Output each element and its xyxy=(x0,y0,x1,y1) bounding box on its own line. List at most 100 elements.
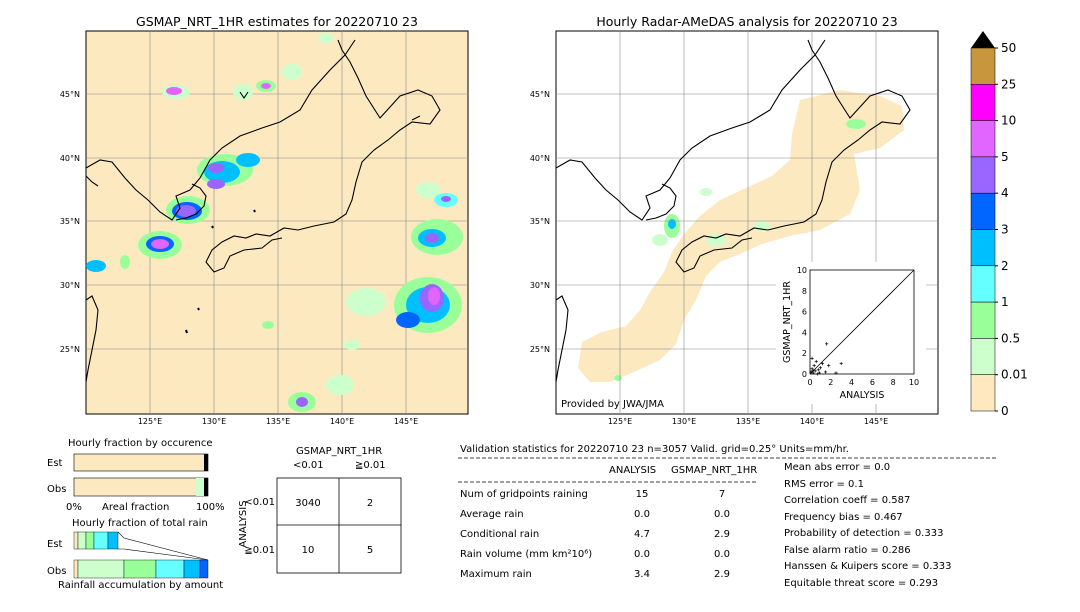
occurence-title: Hourly fraction by occurence xyxy=(68,438,213,449)
right-lon-label: 130°E xyxy=(672,417,696,426)
occurence-xlabel-0: 0% xyxy=(66,502,82,513)
scatter-point xyxy=(814,359,818,364)
scatter-ytick: 10 xyxy=(797,266,807,275)
scatter-ytick: 0 xyxy=(802,370,807,379)
right-lat-label: 30°N xyxy=(530,281,550,290)
scatter-ytick: 8 xyxy=(802,287,807,296)
validation-row-gsmap: 2.9 xyxy=(714,529,730,540)
contingency-table: 3040 2 10 5 <0.01 ≧0.01 ANALYSIS xyxy=(238,477,402,574)
colorbar-swatch xyxy=(970,47,996,85)
scatter-point xyxy=(809,370,813,374)
validation-col-gsmap: GSMAP_NRT_1HR xyxy=(671,465,758,476)
colorbar-label: 10 xyxy=(1001,114,1016,128)
right-lat-label: 35°N xyxy=(530,217,550,226)
left-map-rain xyxy=(86,33,463,412)
validation-header: Validation statistics for 20220710 23 n=… xyxy=(460,444,849,455)
contingency-col-header: <0.01 xyxy=(293,460,324,471)
totalrain-title: Hourly fraction of total rain xyxy=(72,518,208,529)
totalrain-chart: Est Obs xyxy=(47,531,209,579)
colorbar-label: 1 xyxy=(1001,295,1009,309)
colorbar-label: 25 xyxy=(1001,77,1016,91)
scatter-xtick: 2 xyxy=(828,378,833,387)
validation-row-gsmap: 2.9 xyxy=(714,569,730,580)
left-lon-label: 135°E xyxy=(266,417,290,426)
left-lon-label: 125°E xyxy=(138,417,162,426)
scatter-point xyxy=(827,364,831,368)
validation-score: False alarm ratio = 0.286 xyxy=(784,544,911,556)
contingency-row-header: <0.01 xyxy=(244,497,275,508)
occurence-obs-bar-raining xyxy=(204,478,208,496)
contingency-col-header: ≧0.01 xyxy=(355,460,386,471)
colorbar-swatch xyxy=(970,84,996,121)
colorbar-label: 0.01 xyxy=(1001,368,1028,382)
right-lon-label: 135°E xyxy=(736,417,760,426)
scatter-point xyxy=(810,356,814,360)
scatter-xtick: 10 xyxy=(909,378,919,387)
scatter-ytick: 6 xyxy=(802,308,807,317)
scatter-point xyxy=(815,372,819,376)
validation-score: Equitable threat score = 0.293 xyxy=(784,577,939,589)
colorbar-extend-arrow xyxy=(971,31,995,48)
radar-credit: Provided by JWA/JMA xyxy=(561,399,664,410)
validation-score: RMS error = 0.1 xyxy=(784,478,864,490)
validation-row-analysis: 0.0 xyxy=(634,549,650,560)
occurence-obs-bar-light xyxy=(196,478,204,496)
left-map-coastline xyxy=(85,39,441,383)
validation-row-gsmap: 0.0 xyxy=(714,549,730,560)
validation-row-label: Maximum rain xyxy=(460,569,532,580)
scatter-point xyxy=(839,362,843,366)
colorbar-label: 5 xyxy=(1001,150,1009,164)
scatter-point xyxy=(816,368,820,372)
validation-row-analysis: 3.4 xyxy=(634,569,650,580)
scatter-xtick: 8 xyxy=(891,378,896,387)
scatter-xlabel: ANALYSIS xyxy=(840,390,885,401)
scatter-point xyxy=(817,371,821,375)
left-map-title: GSMAP_NRT_1HR estimates for 20220710 23 xyxy=(136,14,418,29)
left-map: 45°N 40°N 35°N 30°N 25°N 125°E 130°E 135… xyxy=(60,30,469,426)
colorbar-swatch xyxy=(970,374,996,412)
colorbar-swatch xyxy=(970,192,996,230)
occurence-chart: Est Obs 0% Areal fraction 100% xyxy=(47,453,225,513)
right-lon-label: 125°E xyxy=(608,417,632,426)
contingency-row-header: ≧0.01 xyxy=(244,545,275,556)
validation-rules xyxy=(458,457,996,483)
contingency-row-axis: ANALYSIS xyxy=(238,500,249,547)
right-lon-label: 140°E xyxy=(800,417,824,426)
occurence-label-obs: Obs xyxy=(47,484,66,495)
validation-row-label: Average rain xyxy=(460,509,524,520)
scatter-point xyxy=(811,369,815,373)
right-lon-label: 145°E xyxy=(864,417,888,426)
colorbar-label: 0 xyxy=(1001,404,1009,418)
validation-score: Hanssen & Kuipers score = 0.333 xyxy=(784,561,952,572)
left-lat-label: 30°N xyxy=(60,281,80,290)
right-lat-label: 45°N xyxy=(530,90,550,99)
totalrain-label-est: Est xyxy=(47,539,63,550)
validation-row-label: Num of gridpoints raining xyxy=(460,489,588,500)
totalrain-label-obs: Obs xyxy=(47,566,66,577)
occurence-est-bar xyxy=(73,453,209,472)
left-lat-label: 45°N xyxy=(60,90,80,99)
contingency-cell: 10 xyxy=(302,545,315,556)
scatter-xtick: 0 xyxy=(807,378,812,387)
validation-row-gsmap: 0.0 xyxy=(714,509,730,520)
left-lon-label: 145°E xyxy=(394,417,418,426)
contingency-title: GSMAP_NRT_1HR xyxy=(296,446,383,457)
colorbar-label: 4 xyxy=(1001,186,1009,200)
colorbar-swatch xyxy=(970,338,996,375)
left-map-islands xyxy=(185,209,256,334)
right-map-title: Hourly Radar-AMeDAS analysis for 2022071… xyxy=(596,14,898,29)
scatter-point xyxy=(810,367,814,371)
validation-row-label: Rain volume (mm km²10⁶) xyxy=(460,549,593,560)
validation-row-analysis: 4.7 xyxy=(634,529,650,540)
left-lon-label: 130°E xyxy=(202,417,226,426)
right-lat-label: 25°N xyxy=(530,345,550,354)
left-lat-label: 25°N xyxy=(60,345,80,354)
validation-score: Frequency bias = 0.467 xyxy=(784,511,903,523)
colorbar-swatch xyxy=(970,229,996,267)
colorbar-swatch xyxy=(970,265,996,303)
validation-score: Probability of detection = 0.333 xyxy=(784,528,944,539)
scatter-xtick: 6 xyxy=(870,378,875,387)
occurence-est-bar-raining xyxy=(204,454,208,471)
colorbar-label: 50 xyxy=(1001,41,1016,55)
colorbar-label: 0.5 xyxy=(1001,331,1020,345)
